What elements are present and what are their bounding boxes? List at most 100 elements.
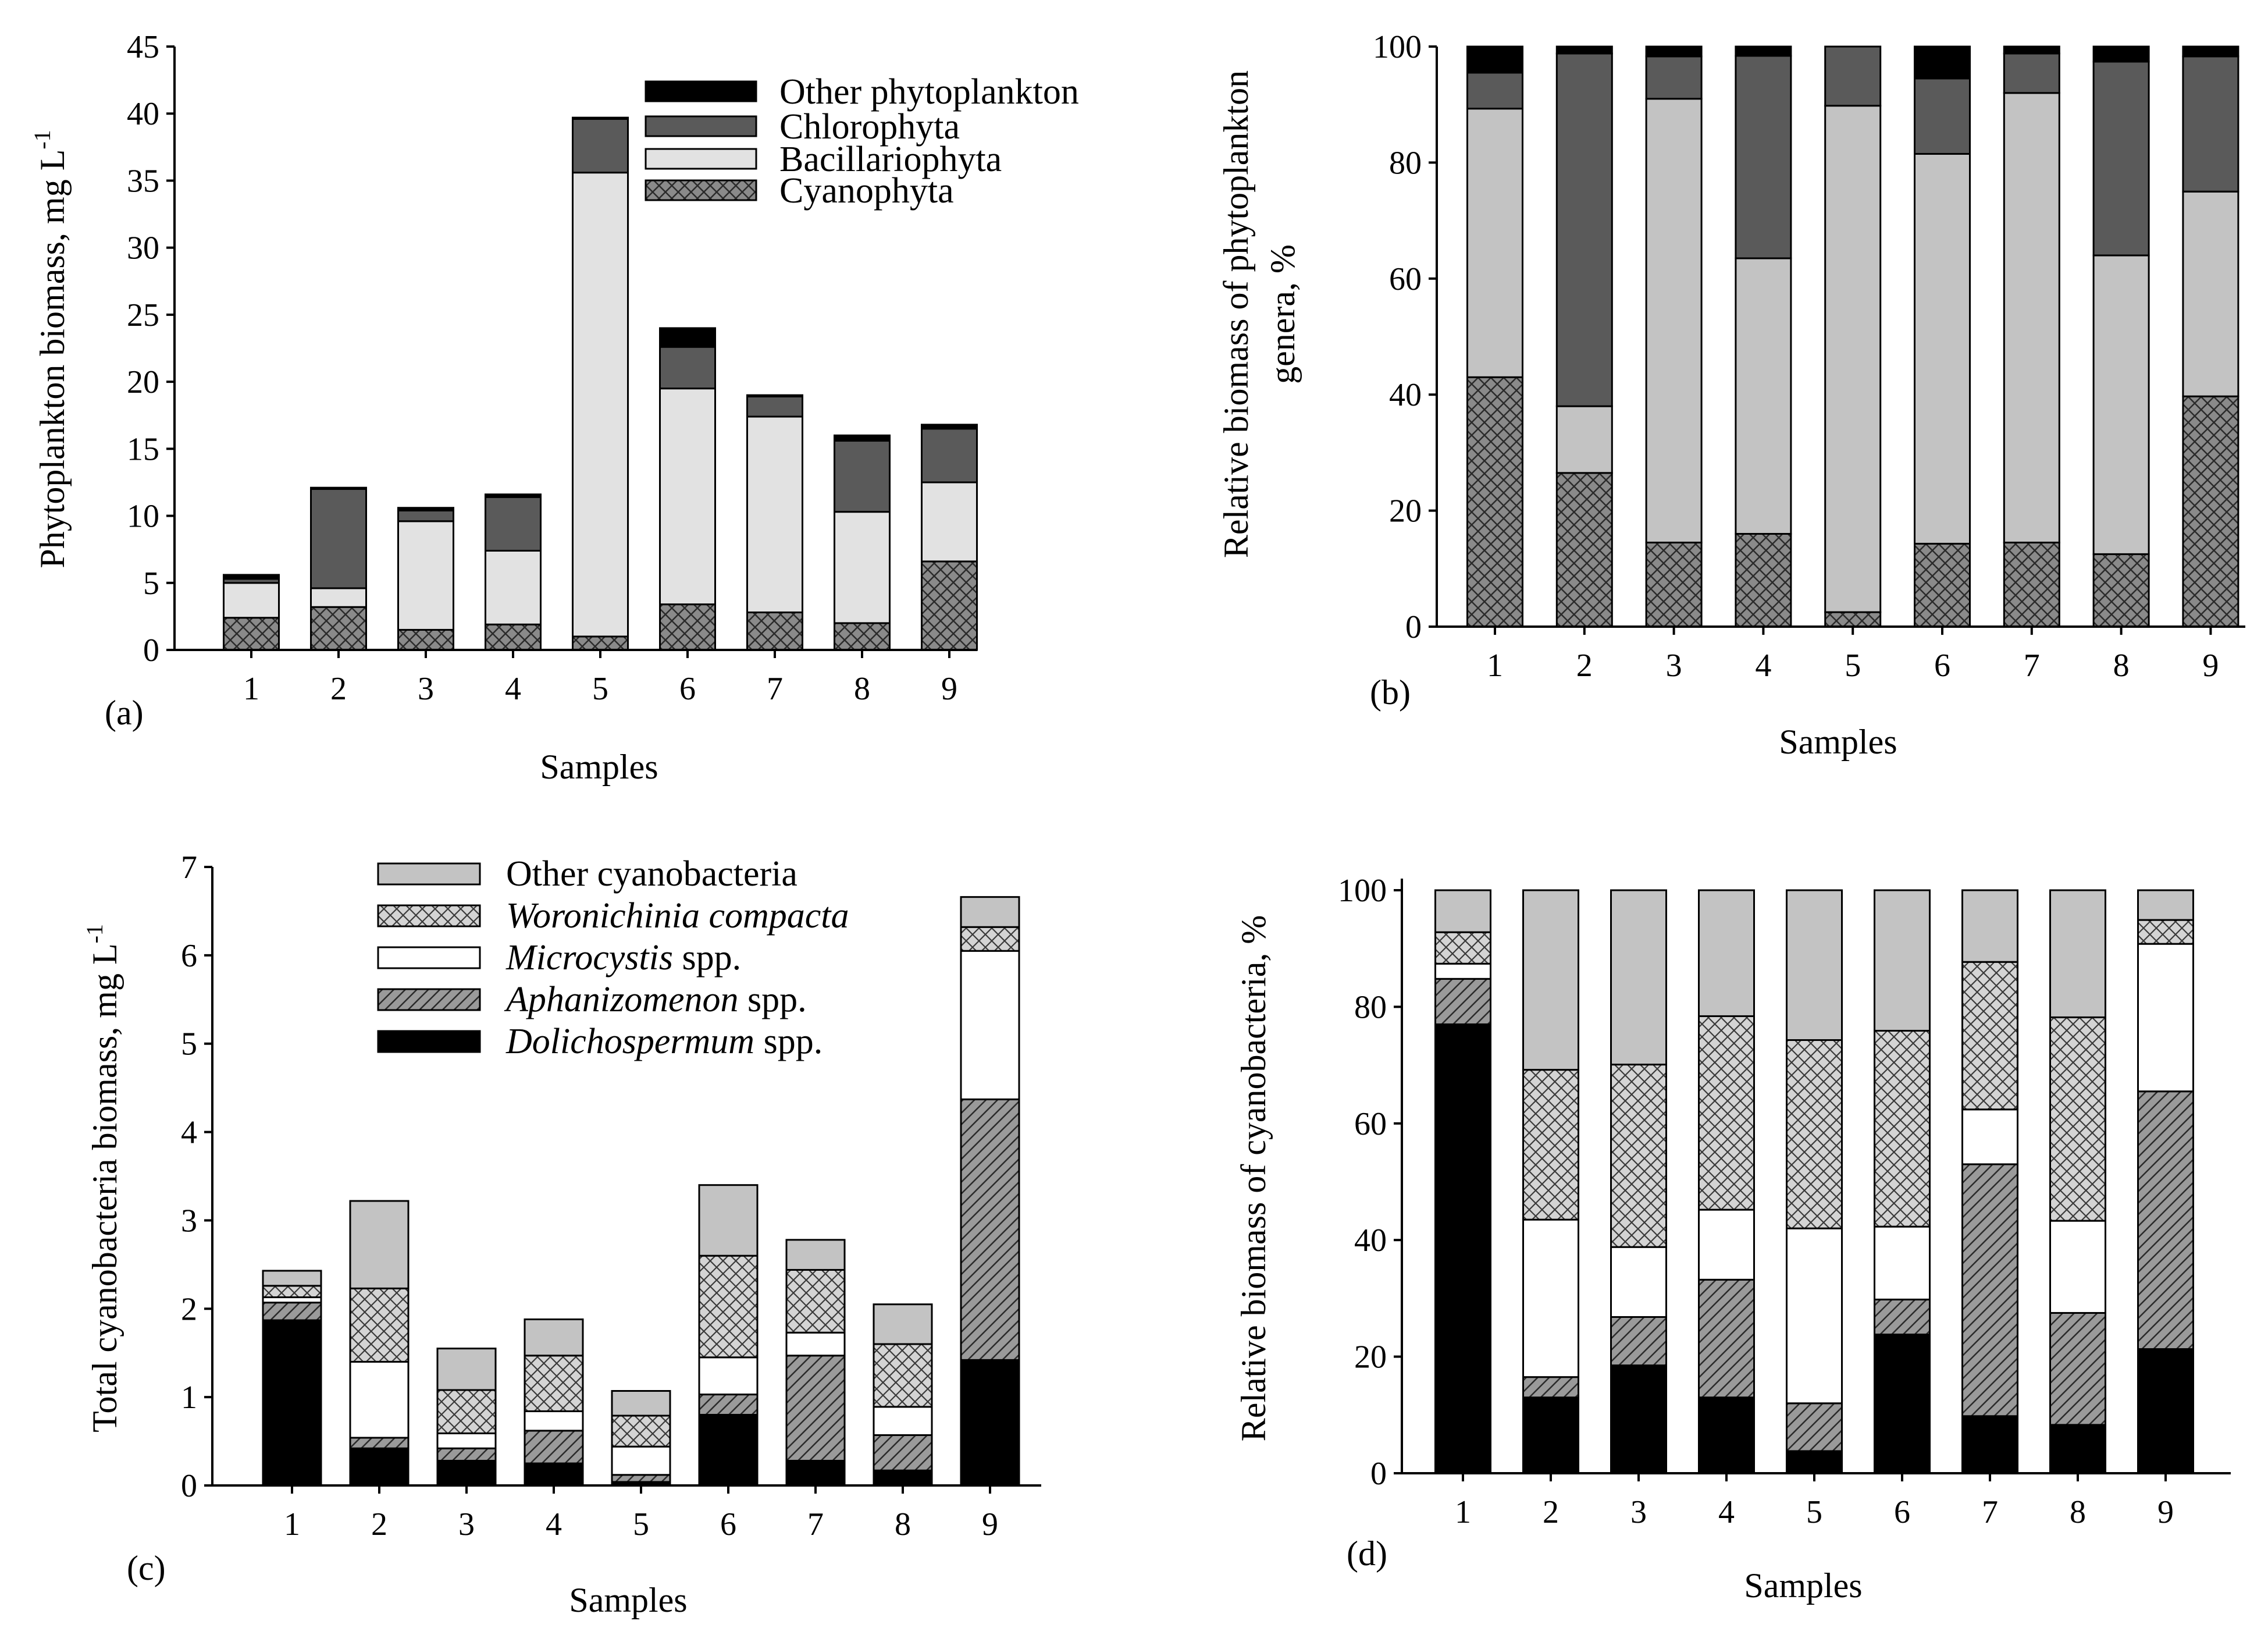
panel-d-bar-dolichospermum-spp--1 xyxy=(1434,1023,1491,1474)
panel-a-bar-bacillariophyta-1 xyxy=(223,582,280,619)
panel-c-bar-woronichinia-compacta-8 xyxy=(873,1343,933,1408)
panel-c-label: (c) xyxy=(127,1549,166,1587)
panel-c-ylabel: Total cyanobacteria biomass, mg L-1 xyxy=(81,924,124,1433)
panel-d-bar-other-cyanobacteria-9 xyxy=(2137,889,2194,921)
panel-d-bar-microcystis-spp--3 xyxy=(1610,1246,1667,1318)
panel-d-bar-aphanizomenon-spp--4 xyxy=(1698,1278,1755,1399)
panel-d-bar-dolichospermum-spp--6 xyxy=(1874,1334,1931,1474)
panel-c-ytick-label: 3 xyxy=(181,1203,197,1239)
panel-d-bar-woronichinia-compacta-1 xyxy=(1434,931,1491,965)
panel-b-bar-bacillariophyta-8 xyxy=(2092,254,2150,555)
panel-b-bar-bacillariophyta-3 xyxy=(1645,98,1703,543)
panel-b-bar-chlorophyta-2 xyxy=(1555,52,1613,407)
panel-d-bar-other-cyanobacteria-4 xyxy=(1698,889,1755,1017)
panel-a-bar-cyanophyta-8 xyxy=(834,622,891,651)
panel-a-bar-chlorophyta-3 xyxy=(397,509,454,523)
panel-c-bar-other-cyanobacteria-8 xyxy=(873,1303,933,1345)
panel-d-bar-other-cyanobacteria-7 xyxy=(1961,889,2018,963)
panel-b: 0 20 40 60 80 100 1 2 3 4 5 6 7 8 9 Relative biomass o… xyxy=(1217,29,2245,761)
panel-d-bar-dolichospermum-spp--4 xyxy=(1698,1396,1755,1474)
panel-c-legend-swatch-3 xyxy=(377,988,481,1011)
panel-c-ytick-label: 2 xyxy=(181,1291,197,1327)
panel-c-legend: Other cyanobacteria Woronichinia compact… xyxy=(377,854,849,1061)
panel-b-bar-other-phytoplankton-3 xyxy=(1645,45,1703,58)
panel-d-bar-woronichinia-compacta-3 xyxy=(1610,1064,1667,1248)
panel-c-bar-woronichinia-compacta-9 xyxy=(960,926,1020,952)
panel-b-bar-other-phytoplankton-2 xyxy=(1555,45,1613,55)
panel-c-legend-swatch-1 xyxy=(377,904,481,927)
panel-b-bar-cyanophyta-7 xyxy=(2003,541,2060,628)
panel-a-bar-other-phytoplankton-5 xyxy=(572,116,629,120)
panel-d-bar-dolichospermum-spp--5 xyxy=(1786,1450,1843,1474)
panel-a-label: (a) xyxy=(105,694,144,732)
panel-b-xlabel: Samples xyxy=(1779,723,1897,761)
panel-a-bar-chlorophyta-2 xyxy=(310,488,367,589)
panel-b-bar-chlorophyta-6 xyxy=(1914,77,1971,155)
panel-c-xlabel: Samples xyxy=(569,1581,687,1619)
panel-c-bar-woronichinia-compacta-5 xyxy=(611,1414,671,1448)
panel-a-legend-label-2: Bacillariophyta xyxy=(779,140,1002,179)
panel-d-bar-microcystis-spp--6 xyxy=(1874,1225,1931,1300)
panel-d-bar-woronichinia-compacta-9 xyxy=(2137,919,2194,945)
panel-b-bar-chlorophyta-8 xyxy=(2092,61,2150,257)
panel-a-bar-cyanophyta-1 xyxy=(223,617,280,651)
panel-a-bars xyxy=(223,116,978,651)
panel-b-label: (b) xyxy=(1370,673,1411,712)
panel-b-bar-cyanophyta-3 xyxy=(1645,541,1703,628)
panel-b-bar-chlorophyta-1 xyxy=(1466,72,1523,110)
panel-c-xtick-label: 5 xyxy=(633,1506,649,1542)
panel-a-bar-chlorophyta-9 xyxy=(921,428,978,484)
panel-a-ytick-label: 30 xyxy=(127,230,159,266)
panel-a-xlabel: Samples xyxy=(540,748,658,786)
panel-d-ytick-label: 0 xyxy=(1370,1456,1387,1492)
panel-b-bar-bacillariophyta-4 xyxy=(1735,257,1792,535)
panel-c-bar-aphanizomenon-spp--3 xyxy=(436,1447,497,1462)
panel-c-bar-microcystis-spp--7 xyxy=(785,1331,846,1357)
panel-a-bar-cyanophyta-7 xyxy=(746,611,803,651)
panel-b-bar-cyanophyta-1 xyxy=(1466,376,1523,628)
panel-c-xtick-label: 4 xyxy=(546,1506,562,1542)
panel-b-xtick-label: 1 xyxy=(1487,648,1503,684)
panel-b-bar-other-phytoplankton-7 xyxy=(2003,45,2060,55)
panel-d-xlabel: Samples xyxy=(1744,1566,1862,1605)
panel-d-bar-dolichospermum-spp--3 xyxy=(1610,1364,1667,1474)
panel-c-legend-label-0: Other cyanobacteria xyxy=(506,854,797,894)
panel-d-bars xyxy=(1434,889,2194,1474)
panel-c-bar-other-cyanobacteria-2 xyxy=(349,1200,410,1289)
panel-c-xtick-label: 8 xyxy=(895,1506,911,1542)
panel-c-bar-dolichospermum-spp--9 xyxy=(960,1359,1020,1487)
panel-a-bar-cyanophyta-4 xyxy=(485,623,542,651)
panel-c-ytick-label: 7 xyxy=(181,850,197,886)
panel-a-bar-bacillariophyta-7 xyxy=(746,415,803,613)
panel-c-ticks: 0 1 2 3 4 5 6 7 1 2 3 4 5 6 7 8 9 xyxy=(181,850,998,1542)
panel-b-bar-bacillariophyta-7 xyxy=(2003,92,2060,543)
panel-a-bar-chlorophyta-5 xyxy=(572,118,629,174)
panel-a-xtick-label: 5 xyxy=(592,671,608,707)
panel-c-bar-woronichinia-compacta-1 xyxy=(262,1285,322,1299)
panel-c-ytick-label: 0 xyxy=(181,1468,197,1504)
panel-c-xtick-label: 3 xyxy=(458,1506,475,1542)
panel-a-legend: Other phytoplankton Chlorophyta Bacillar… xyxy=(645,72,1079,211)
panel-a-legend-label-0: Other phytoplankton xyxy=(779,72,1079,112)
panel-c-legend-label-4: Dolichospermum spp. xyxy=(505,1022,823,1061)
panel-b-xtick-label: 6 xyxy=(1934,648,1950,684)
panel-c-bar-aphanizomenon-spp--5 xyxy=(611,1474,671,1483)
panel-d-ytick-label: 80 xyxy=(1354,989,1387,1025)
panel-b-ytick-label: 60 xyxy=(1389,261,1422,297)
panel-a-bar-cyanophyta-9 xyxy=(921,560,978,651)
panel-a-bar-cyanophyta-6 xyxy=(659,603,716,651)
panel-d-bar-aphanizomenon-spp--2 xyxy=(1522,1376,1579,1399)
panel-d-ytick-label: 40 xyxy=(1354,1222,1387,1259)
panel-a-bar-other-phytoplankton-3 xyxy=(397,507,454,511)
panel-c-ytick-label: 1 xyxy=(181,1380,197,1416)
panel-a-xtick-label: 6 xyxy=(679,671,696,707)
panel-b-bar-bacillariophyta-6 xyxy=(1914,152,1971,545)
panel-d-bar-aphanizomenon-spp--6 xyxy=(1874,1298,1931,1336)
panel-b-bar-other-phytoplankton-4 xyxy=(1735,45,1792,57)
panel-a-bar-other-phytoplankton-6 xyxy=(659,327,716,348)
panel-a-bar-other-phytoplankton-2 xyxy=(310,486,367,490)
panel-b-ylabel-1: Relative biomass of phytoplankton xyxy=(1217,70,1255,558)
panel-c-xtick-label: 2 xyxy=(371,1506,387,1542)
panel-a-xtick-label: 8 xyxy=(854,671,870,707)
panel-a-legend-swatch-2 xyxy=(645,148,757,170)
